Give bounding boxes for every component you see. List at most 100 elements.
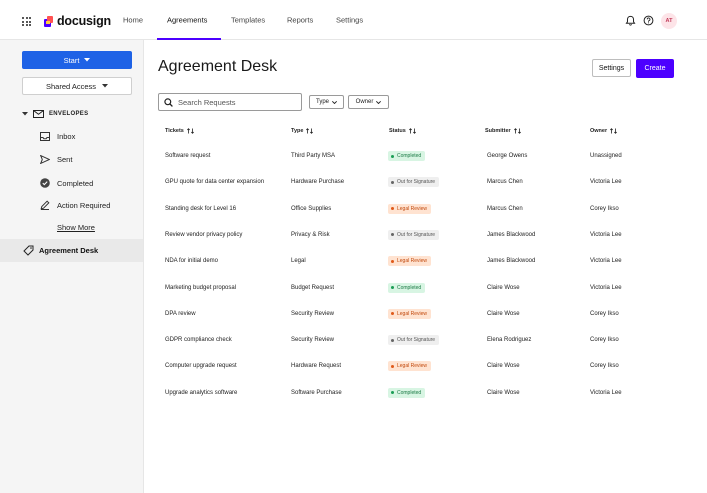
check-circle-icon: [40, 178, 50, 188]
app-launcher-icon[interactable]: [22, 17, 31, 26]
type-cell: Security Review: [291, 337, 335, 344]
ticket-cell[interactable]: Standing desk for Level 16: [165, 205, 237, 212]
status-label: Legal Review: [397, 258, 428, 265]
table-row[interactable]: Review vendor privacy policy Privacy & Ri…: [158, 222, 678, 248]
status-dot-icon: [391, 391, 394, 395]
ticket-cell[interactable]: Review vendor privacy policy: [165, 231, 243, 238]
status-label: Completed: [397, 153, 422, 159]
table-row[interactable]: Software request Third Party MSA Completed…: [158, 143, 678, 169]
status-badge: Out for Signature: [388, 177, 440, 188]
ticket-cell[interactable]: GDPR compliance check: [165, 337, 232, 344]
status-dot-icon: [391, 180, 394, 184]
status-badge: Legal Review: [388, 308, 432, 319]
owner-cell: Corey Ikso: [590, 310, 619, 317]
start-button-label: Start: [63, 55, 80, 65]
envelope-icon: [33, 110, 44, 118]
nav-home[interactable]: Home: [123, 15, 144, 25]
submitter-cell: Elena Rodriguez: [487, 337, 532, 344]
sort-icon: [306, 128, 314, 134]
sidebar-item-action-required[interactable]: Action Required: [40, 200, 110, 210]
ticket-cell[interactable]: Computer upgrade request: [165, 363, 237, 370]
status-badge: Completed: [388, 387, 426, 398]
table-row[interactable]: Upgrade analytics software Software Purch…: [158, 380, 678, 406]
envelopes-section-toggle[interactable]: ENVELOPES: [22, 110, 88, 118]
status-label: Completed: [397, 389, 422, 396]
status-dot-icon: [391, 364, 394, 368]
table-row[interactable]: NDA for initial demo Legal Legal Review Jam…: [158, 248, 678, 274]
type-filter-dropdown[interactable]: Type: [309, 95, 344, 109]
table-row[interactable]: DPA review Security Review Legal Review Cla…: [158, 301, 678, 327]
type-filter-label: Type: [315, 99, 329, 105]
create-button[interactable]: Create: [636, 59, 674, 78]
column-header-label: Type: [291, 128, 304, 134]
status-label: Completed: [397, 284, 422, 291]
shared-access-label: Shared Access: [45, 81, 97, 91]
help-icon[interactable]: [642, 14, 654, 26]
sidebar-item-inbox[interactable]: Inbox: [40, 132, 75, 141]
caret-down-icon: [84, 58, 91, 62]
sidebar-item-agreement-desk[interactable]: Agreement Desk: [0, 239, 143, 262]
status-dot-icon: [391, 286, 394, 289]
status-badge: Legal Review: [388, 256, 432, 267]
owner-cell: Corey Ikso: [590, 337, 619, 344]
submitter-cell: Claire Wose: [487, 284, 520, 291]
ticket-cell[interactable]: NDA for initial demo: [165, 258, 219, 265]
status-badge: Out for Signature: [388, 229, 440, 240]
start-button[interactable]: Start: [22, 51, 132, 69]
logo-mark-icon: [44, 15, 53, 27]
caret-down-icon: [102, 84, 109, 88]
search-box[interactable]: [158, 93, 302, 111]
search-input[interactable]: [178, 97, 298, 107]
bell-icon[interactable]: [624, 14, 636, 26]
type-cell: Security Review: [291, 310, 335, 317]
nav-settings[interactable]: Settings: [336, 15, 364, 25]
status-dot-icon: [391, 312, 394, 316]
submitter-cell: Claire Wose: [487, 310, 520, 317]
ticket-cell[interactable]: DPA review: [165, 310, 196, 317]
ticket-cell[interactable]: GPU quote for data center expansion: [165, 179, 265, 186]
nav-agreements[interactable]: Agreements: [167, 15, 208, 25]
owner-filter-label: Owner: [355, 99, 374, 105]
type-cell: Budget Request: [291, 284, 335, 291]
submitter-cell: Marcus Chen: [487, 179, 523, 186]
show-more-link[interactable]: Show More: [57, 223, 95, 232]
column-header-label: Submitter: [485, 128, 511, 134]
owner-filter-dropdown[interactable]: Owner: [348, 95, 389, 109]
column-header-tickets[interactable]: Tickets: [165, 128, 194, 134]
ticket-cell[interactable]: Upgrade analytics software: [165, 389, 238, 396]
user-avatar[interactable]: AT: [661, 13, 677, 29]
table-row[interactable]: Computer upgrade request Hardware Request…: [158, 353, 678, 379]
inbox-icon: [40, 132, 50, 141]
chevron-down-icon: [376, 100, 382, 104]
column-header-status[interactable]: Status: [389, 128, 416, 134]
nav-templates[interactable]: Templates: [231, 15, 266, 25]
sort-icon: [408, 128, 416, 134]
settings-button[interactable]: Settings: [592, 59, 631, 77]
docusign-logo[interactable]: docusign: [44, 13, 111, 29]
status-dot-icon: [391, 233, 394, 237]
page-title: Agreement Desk: [158, 58, 278, 75]
owner-cell: Unassigned: [590, 153, 622, 159]
chevron-down-icon: [332, 100, 337, 104]
shared-access-dropdown[interactable]: Shared Access: [22, 77, 132, 95]
column-header-label: Owner: [590, 128, 608, 134]
nav-reports[interactable]: Reports: [287, 15, 314, 25]
owner-cell: Victoria Lee: [590, 389, 622, 396]
sidebar-item-label: Action Required: [57, 200, 111, 210]
ticket-cell[interactable]: Software request: [165, 153, 211, 159]
sidebar-item-sent[interactable]: Sent: [40, 155, 72, 164]
table-row[interactable]: Standing desk for Level 16 Office Supplie…: [158, 196, 678, 222]
ticket-cell[interactable]: Marketing budget proposal: [165, 284, 237, 291]
table-row[interactable]: GPU quote for data center expansion Hardw…: [158, 169, 678, 195]
column-header-type[interactable]: Type: [291, 128, 314, 134]
status-dot-icon: [391, 338, 394, 342]
column-header-submitter[interactable]: Submitter: [485, 128, 521, 134]
status-dot-icon: [391, 207, 394, 211]
column-header-owner[interactable]: Owner: [590, 128, 618, 134]
table-row[interactable]: GDPR compliance check Security Review Out …: [158, 327, 678, 353]
sidebar-item-completed[interactable]: Completed: [40, 178, 93, 188]
table-row[interactable]: Marketing budget proposal Budget Request C…: [158, 275, 678, 301]
submitter-cell: James Blackwood: [487, 231, 536, 238]
type-cell: Hardware Request: [291, 363, 342, 370]
owner-cell: Victoria Lee: [590, 284, 622, 291]
